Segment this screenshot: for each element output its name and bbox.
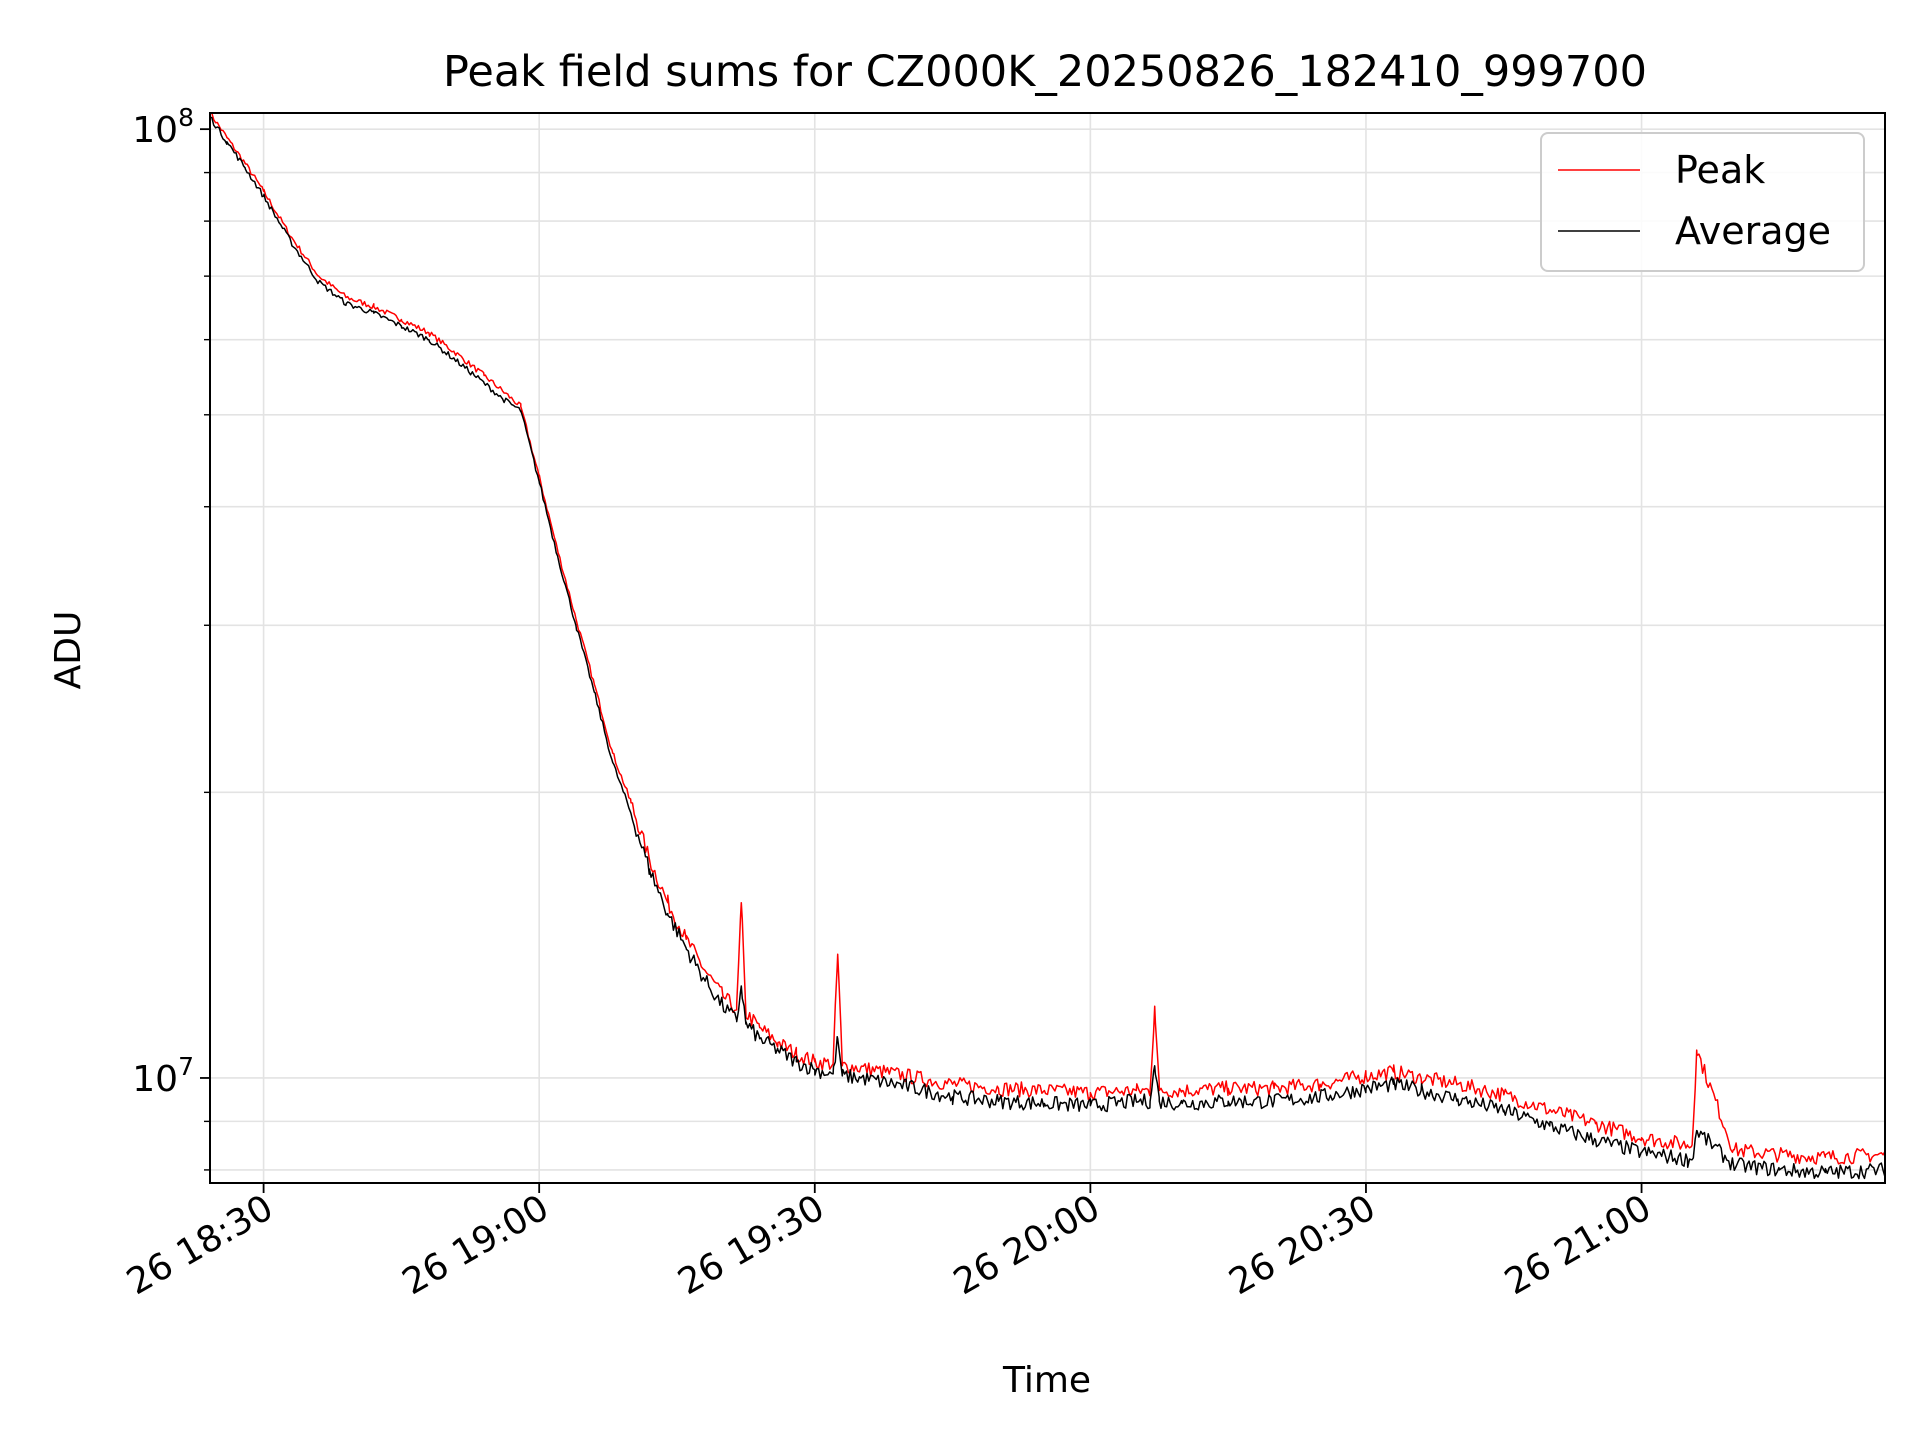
chart-title: Peak field sums for CZ000K_20250826_1824… xyxy=(443,47,1647,97)
series-line-peak xyxy=(209,112,1886,1165)
series-lines xyxy=(209,112,1886,1180)
x-axis-label: Time xyxy=(1002,1360,1091,1401)
legend-label-peak: Peak xyxy=(1675,148,1765,192)
y-tick-label: 107 xyxy=(132,1052,194,1100)
legend-label-average: Average xyxy=(1675,209,1831,253)
plot-frame xyxy=(209,112,1886,1184)
legend: Peak Average xyxy=(1540,132,1865,272)
legend-box xyxy=(1540,132,1865,272)
series-line-average xyxy=(209,116,1886,1180)
y-axis-label: ADU xyxy=(48,611,89,690)
y-tick-label: 108 xyxy=(132,103,194,151)
